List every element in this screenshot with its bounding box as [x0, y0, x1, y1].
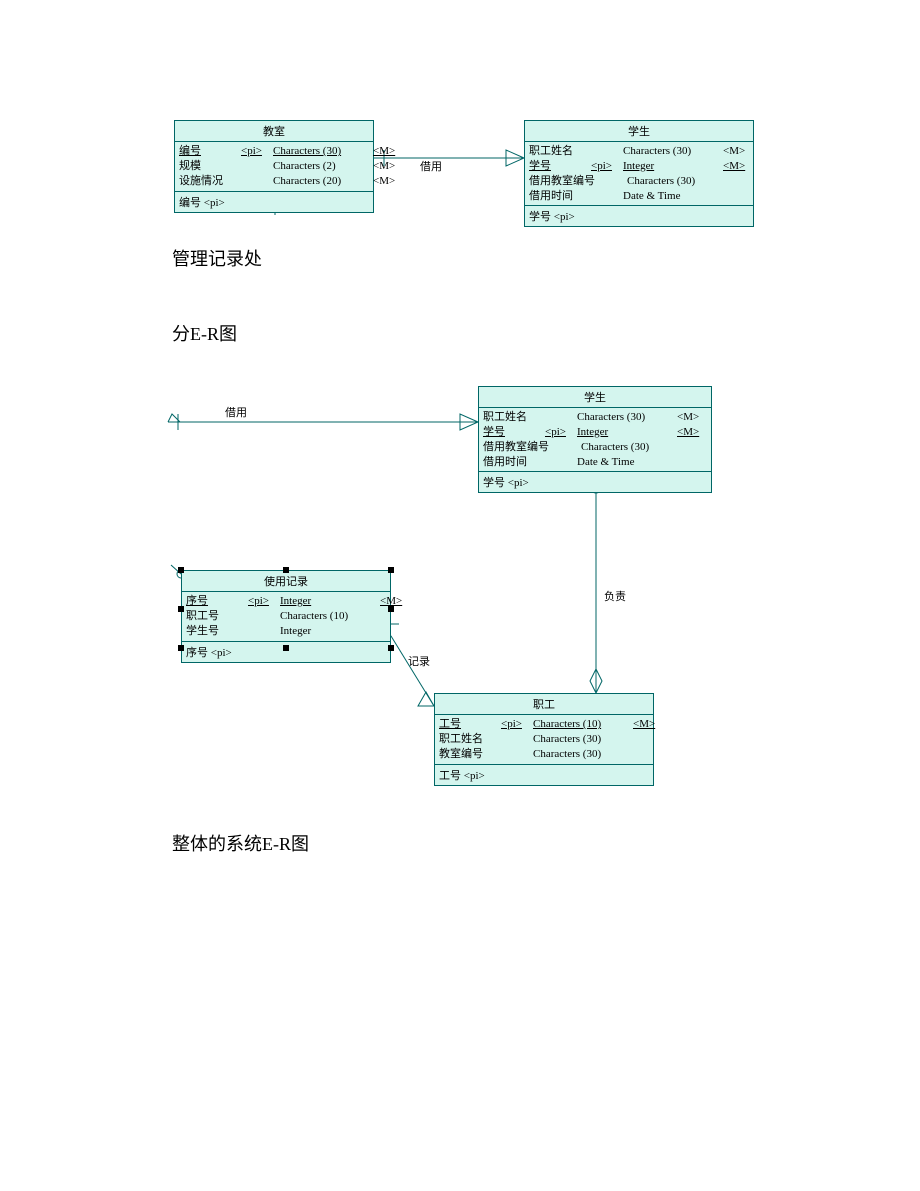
entity-classroom-footer: 编号 <pi>	[175, 192, 373, 212]
entity-student-1-attrs: 职工姓名Characters (30)<M> 学号<pi>Integer<M> …	[525, 142, 753, 206]
section-title-3: 整体的系统E-R图	[172, 830, 309, 856]
selection-handle[interactable]	[178, 606, 184, 612]
selection-handle[interactable]	[388, 567, 394, 573]
entity-student-2: 学生 职工姓名Characters (30)<M> 学号<pi>Integer<…	[478, 386, 712, 493]
entity-classroom-title: 教室	[175, 121, 373, 142]
entity-student-2-footer: 学号 <pi>	[479, 472, 711, 492]
connectors: 借用 借用 负责 记录	[0, 0, 920, 1191]
diagram-canvas: 借用 借用 负责 记录 教室 编号<pi>Characters (30)<M>	[0, 0, 920, 1191]
entity-classroom: 教室 编号<pi>Characters (30)<M> 规模Characters…	[174, 120, 374, 213]
entity-staff: 职工 工号<pi>Characters (10)<M> 职工姓名Characte…	[434, 693, 654, 786]
selection-handle[interactable]	[283, 645, 289, 651]
rel-record-label: 记录	[408, 655, 430, 668]
entity-staff-footer: 工号 <pi>	[435, 765, 653, 785]
rel-borrow-label-1: 借用	[420, 160, 442, 173]
rel-borrow-label-2: 借用	[225, 406, 247, 419]
selection-handle[interactable]	[178, 567, 184, 573]
entity-usage-record-title: 使用记录	[182, 571, 390, 592]
selection-handle[interactable]	[283, 567, 289, 573]
entity-student-2-attrs: 职工姓名Characters (30)<M> 学号<pi>Integer<M> …	[479, 408, 711, 472]
entity-student-1: 学生 职工姓名Characters (30)<M> 学号<pi>Integer<…	[524, 120, 754, 227]
selection-handle[interactable]	[388, 645, 394, 651]
section-title-2: 分E-R图	[172, 320, 237, 346]
section-title-1: 管理记录处	[172, 245, 262, 271]
entity-student-1-title: 学生	[525, 121, 753, 142]
selection-handle[interactable]	[178, 645, 184, 651]
selection-handle[interactable]	[388, 606, 394, 612]
entity-usage-record-attrs: 序号<pi>Integer<M> 职工号Characters (10) 学生号I…	[182, 592, 390, 642]
entity-student-1-footer: 学号 <pi>	[525, 206, 753, 226]
rel-responsible-label: 负责	[604, 589, 626, 603]
entity-staff-attrs: 工号<pi>Characters (10)<M> 职工姓名Characters …	[435, 715, 653, 765]
entity-classroom-attrs: 编号<pi>Characters (30)<M> 规模Characters (2…	[175, 142, 373, 192]
entity-student-2-title: 学生	[479, 387, 711, 408]
entity-staff-title: 职工	[435, 694, 653, 715]
